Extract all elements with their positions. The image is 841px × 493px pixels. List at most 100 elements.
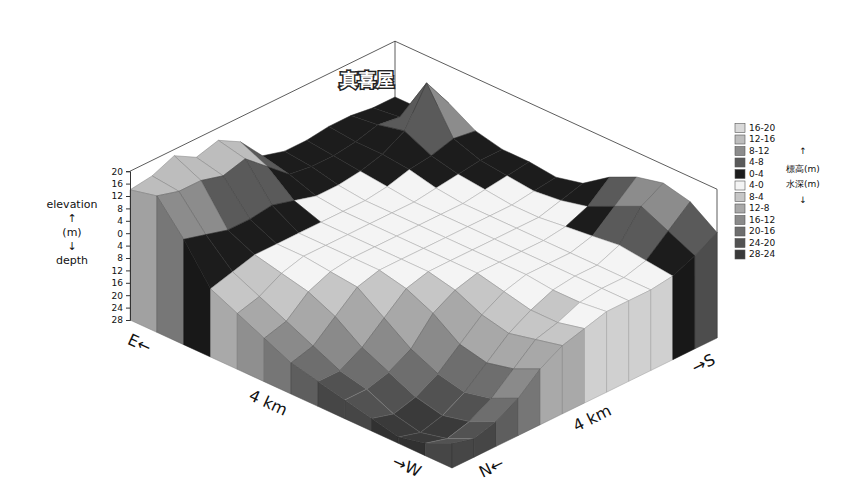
legend-label: 12-16: [749, 134, 775, 144]
side-wall: [629, 290, 651, 381]
z-tick-label: 20: [112, 167, 124, 177]
z-tick-mark: [126, 295, 130, 296]
z-axis-title-line: depth: [56, 254, 88, 267]
legend-swatch: [735, 193, 745, 202]
z-axis-line: [126, 172, 131, 321]
side-wall: [540, 346, 562, 425]
legend-note: ↓: [799, 195, 807, 205]
legend-label: 4-0: [749, 180, 764, 190]
frame-line: [130, 41, 395, 171]
z-tick: 20: [112, 167, 130, 177]
side-wall: [130, 190, 157, 332]
legend-label: 8-4: [749, 192, 764, 202]
side-wall: [518, 369, 540, 436]
z-tick-mark: [126, 221, 130, 222]
side-wall: [211, 289, 238, 370]
z-tick-label: 0: [117, 229, 123, 239]
legend-label: 16-12: [749, 215, 775, 225]
side-wall: [157, 196, 184, 345]
legend-label: 28-24: [749, 249, 775, 259]
z-tick-label: 8: [117, 204, 123, 214]
side-wall: [607, 301, 629, 393]
side-wall: [237, 314, 264, 382]
side-wall: [291, 363, 318, 406]
z-tick-label: 16: [112, 179, 124, 189]
legend-label: 12-8: [749, 203, 770, 213]
z-tick: 20: [112, 291, 130, 301]
z-tick-label: 16: [112, 278, 124, 288]
z-tick-mark: [126, 258, 130, 259]
legend-label: 24-20: [749, 238, 775, 248]
side-wall: [372, 419, 399, 444]
side-wall: [695, 233, 717, 349]
z-tick: 24: [112, 303, 130, 313]
box-frame: [130, 41, 717, 338]
z-tick-mark: [126, 283, 130, 284]
z-tick: 16: [112, 179, 130, 189]
z-tick-mark: [126, 208, 130, 209]
side-wall: [585, 312, 607, 403]
surface-chart: 28 24 20 16 12 8 4 0 4 8 12 16 20 elevation↑(m)↓depth…: [0, 0, 841, 493]
legend-swatch: [735, 250, 745, 259]
edge-label: E←: [125, 330, 154, 357]
z-tick: 12: [112, 191, 130, 201]
z-tick-label: 4: [117, 216, 123, 226]
legend-note: 標高(m): [786, 164, 820, 174]
z-tick: 28: [112, 315, 130, 325]
legend-label: 0-4: [749, 169, 764, 179]
legend-swatch: [735, 227, 745, 236]
legend-swatch: [735, 181, 745, 190]
edge-label: 4 km: [570, 401, 614, 436]
legend-swatch: [735, 216, 745, 225]
legend-swatch: [735, 135, 745, 144]
chart-container: 28 24 20 16 12 8 4 0 4 8 12 16 20 elevation↑(m)↓depth…: [0, 0, 841, 493]
z-tick-mark: [126, 308, 130, 309]
z-axis: 28 24 20 16 12 8 4 0 4 8 12 16 20: [112, 167, 131, 326]
legend-label: 20-16: [749, 226, 775, 236]
z-tick-mark: [126, 184, 130, 185]
z-axis-title-line: ↑: [67, 212, 76, 225]
legend-swatch: [735, 147, 745, 156]
z-axis-title: elevation↑(m)↓depth: [47, 198, 98, 267]
z-tick-label: 12: [112, 191, 123, 201]
z-tick-label: 28: [112, 315, 124, 325]
legend-swatch: [735, 204, 745, 213]
legend: 16-2012-168-124-80-44-08-412-816-1220-16…: [735, 123, 820, 260]
edge-label: 4 km: [246, 386, 290, 420]
legend-swatch: [735, 170, 745, 179]
frame-line: [395, 41, 717, 189]
place-label: 真喜屋: [339, 69, 394, 90]
legend-note: ↑: [799, 146, 807, 156]
z-tick-mark: [126, 233, 130, 234]
z-tick: 4: [117, 241, 130, 251]
legend-swatch: [735, 158, 745, 167]
side-wall: [474, 422, 496, 458]
edge-label: →W: [390, 452, 425, 482]
z-tick-mark: [126, 320, 130, 321]
side-wall: [425, 443, 452, 468]
z-tick: 12: [112, 266, 130, 276]
z-tick-label: 8: [117, 253, 123, 263]
z-axis-title-line: ↓: [67, 240, 76, 253]
z-tick-label: 12: [112, 266, 123, 276]
z-tick-mark: [126, 246, 130, 247]
side-wall: [452, 439, 474, 468]
z-tick: 4: [117, 216, 130, 226]
surface: [130, 83, 717, 468]
z-axis-title-line: elevation: [47, 198, 98, 211]
z-tick-label: 4: [117, 241, 123, 251]
side-wall: [264, 338, 291, 394]
legend-label: 8-12: [749, 146, 769, 156]
legend-swatch: [735, 239, 745, 248]
z-tick-label: 24: [112, 303, 124, 313]
legend-label: 16-20: [749, 123, 775, 133]
legend-swatch: [735, 124, 745, 133]
z-tick: 8: [117, 253, 130, 263]
side-wall: [184, 239, 211, 357]
z-tick-mark: [126, 196, 130, 197]
edge-label: →S: [689, 350, 719, 377]
z-tick: 8: [117, 204, 130, 214]
z-tick-mark: [126, 270, 130, 271]
z-tick-mark: [126, 171, 130, 172]
edge-label: N←: [476, 453, 507, 481]
